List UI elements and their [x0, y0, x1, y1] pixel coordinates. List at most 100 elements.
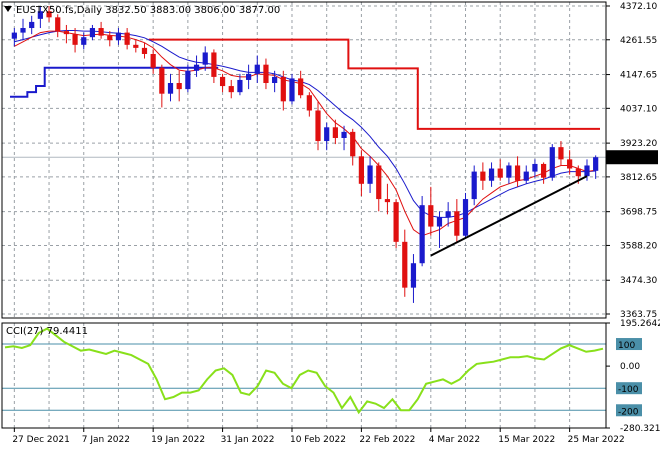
candle-body — [488, 168, 495, 181]
date-tick-label: 31 Jan 2022 — [221, 435, 275, 445]
candle — [593, 155, 599, 179]
candle-body — [532, 163, 538, 172]
candle-body — [445, 211, 451, 218]
current-price-value: 3877.00 — [610, 154, 647, 164]
candle — [558, 141, 564, 166]
candle — [46, 6, 52, 22]
cci-level-lines — [2, 343, 606, 411]
candle-body — [11, 32, 17, 39]
cci-line — [4, 327, 604, 415]
dropdown-triangle-icon[interactable] — [4, 6, 12, 12]
candle-body — [159, 67, 165, 94]
candle-body — [124, 32, 130, 45]
price-tick-label: 4261.55 — [620, 36, 657, 46]
date-tick-label: 10 Feb 2022 — [290, 435, 346, 445]
date-axis: 27 Dec 2021 7 Jan 2022 19 Jan 2022 31 Jan 2… — [12, 428, 625, 445]
candle-body — [228, 86, 234, 93]
candle — [89, 24, 96, 41]
candle-body — [350, 131, 356, 157]
candle — [107, 31, 113, 47]
candle — [532, 159, 538, 178]
candle-body — [167, 83, 174, 94]
candle — [324, 122, 330, 151]
candle — [462, 192, 469, 239]
candle — [541, 162, 547, 184]
candle — [219, 73, 226, 93]
candle-body — [219, 76, 226, 87]
candle — [289, 73, 295, 105]
candle-body — [115, 32, 122, 41]
candle — [497, 159, 503, 181]
candle — [159, 64, 165, 108]
candle — [306, 92, 312, 117]
candle-body — [202, 52, 208, 65]
candle-body — [324, 127, 330, 142]
candle — [29, 15, 35, 35]
candle — [341, 125, 347, 151]
price-tick-label: 3474.30 — [620, 276, 657, 286]
candle — [115, 28, 122, 45]
date-tick-label: 25 Mar 2022 — [568, 435, 625, 445]
cci-tick-label: -280.3219 — [620, 424, 660, 434]
candle — [37, 6, 43, 29]
candle-body — [454, 211, 460, 236]
candle — [124, 28, 130, 50]
candle — [315, 101, 321, 151]
candle — [263, 58, 269, 90]
candle — [436, 211, 443, 248]
price-tick-label: 3923.20 — [620, 139, 657, 149]
candle-body — [193, 64, 200, 71]
candle — [350, 128, 356, 166]
candlestick-series — [11, 6, 599, 303]
candle-body — [98, 28, 104, 36]
candle-body — [384, 199, 391, 203]
cci-tick-label: 100 — [618, 341, 635, 351]
candle-body — [263, 64, 269, 84]
candle — [428, 186, 434, 236]
candle-body — [29, 21, 35, 29]
candle — [549, 144, 555, 181]
candle-body — [567, 159, 573, 169]
price-tick-label: 4147.65 — [620, 71, 657, 81]
date-tick-label: 15 Mar 2022 — [498, 435, 555, 445]
candle-body — [410, 263, 417, 288]
candle-body — [63, 31, 69, 35]
candle — [55, 14, 61, 38]
candle-body — [393, 202, 399, 242]
chart-titles: EUSTX50.fs,Daily 3832.50 3883.00 3806.00… — [4, 5, 280, 337]
candle-body — [541, 163, 547, 178]
candle — [98, 21, 104, 39]
grid-lines — [2, 2, 606, 428]
cci-plot-border — [1, 322, 607, 429]
candle-body — [237, 79, 243, 93]
candle-body — [81, 37, 87, 45]
candle — [202, 46, 208, 71]
candle-body — [419, 205, 425, 264]
candle — [228, 79, 234, 99]
date-tick-label: 27 Dec 2021 — [12, 435, 70, 445]
plot-frame — [1, 1, 607, 429]
candle — [141, 42, 148, 59]
moving-average-lines — [14, 29, 596, 237]
cci-tick-label: -200 — [618, 407, 639, 417]
candle-body — [176, 83, 182, 90]
upper-band-line — [148, 38, 600, 130]
candle-body — [298, 78, 304, 96]
candle-body — [185, 70, 191, 90]
candle-body — [575, 168, 581, 177]
current-price-tag — [606, 150, 658, 165]
symbol-title: EUSTX50.fs,Daily 3832.50 3883.00 3806.00… — [16, 5, 280, 16]
candle-body — [549, 147, 555, 178]
candle — [523, 165, 529, 184]
trend-line-group — [430, 175, 588, 257]
candle — [506, 162, 512, 184]
price-tick-label: 4037.10 — [620, 104, 657, 114]
candle — [298, 70, 304, 99]
candle-body — [89, 28, 96, 38]
price-tick-label: 4372.10 — [620, 2, 657, 12]
candle — [471, 165, 477, 206]
candle-body — [289, 78, 295, 102]
candle-body — [358, 156, 364, 184]
candle — [280, 70, 286, 111]
price-tick-label: 3588.20 — [620, 241, 657, 251]
